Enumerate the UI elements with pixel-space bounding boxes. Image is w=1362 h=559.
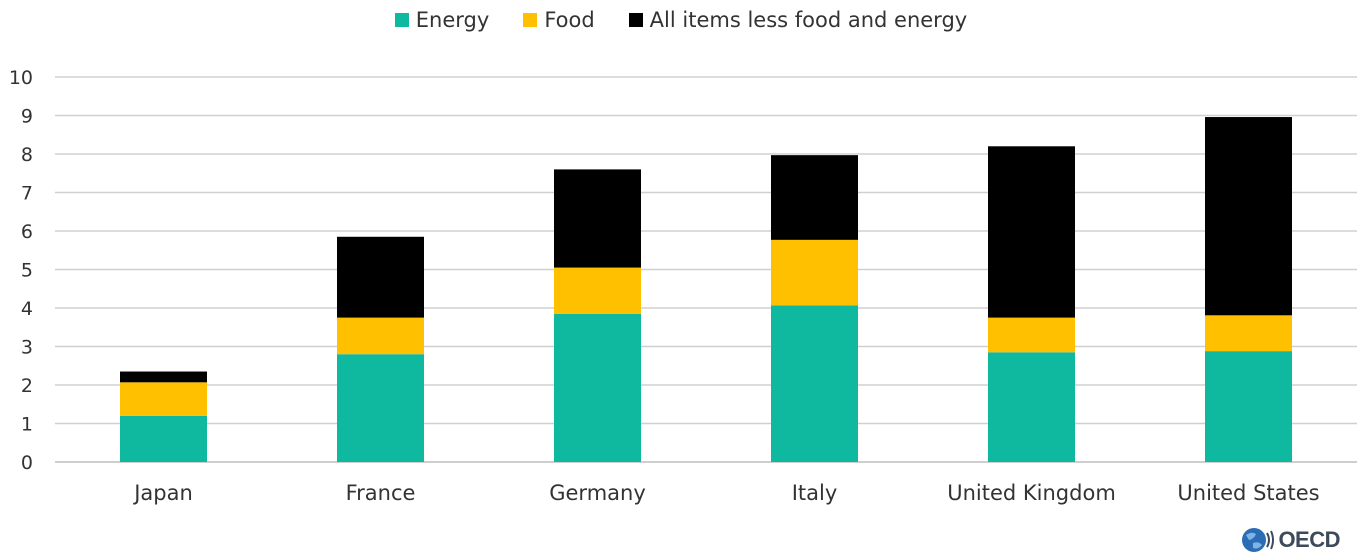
- bar-segment-japan-0: [120, 415, 207, 462]
- x-tick-label: France: [346, 481, 416, 505]
- bar-segment-germany-1: [554, 267, 641, 314]
- x-tick-label: Germany: [549, 481, 646, 505]
- bar-segment-france-2: [337, 236, 424, 318]
- bar-segment-united-states-2: [1205, 117, 1292, 316]
- chart-legend: Energy Food All items less food and ener…: [0, 8, 1362, 32]
- oecd-logo: OECD: [1241, 525, 1340, 555]
- legend-swatch-food: [523, 13, 538, 27]
- bar-segment-italy-0: [771, 305, 858, 462]
- y-tick-label: 10: [9, 67, 33, 89]
- y-tick-label: 1: [21, 414, 33, 436]
- legend-swatch-energy: [394, 13, 409, 27]
- bar-segment-germany-0: [554, 313, 641, 462]
- legend-item-energy: Energy: [394, 8, 490, 32]
- gridlines: [55, 76, 1357, 463]
- y-tick-label: 0: [21, 452, 33, 474]
- legend-label-core: All items less food and energy: [649, 8, 968, 32]
- bar-segment-united-kingdom-2: [988, 146, 1075, 318]
- bar-segment-united-kingdom-0: [988, 352, 1075, 462]
- y-tick-label: 4: [21, 298, 33, 320]
- y-axis-ticks: 0 1 2 3 4 5 6 7 8 9 10: [9, 67, 33, 474]
- x-tick-label: United Kingdom: [947, 481, 1116, 505]
- bar-segment-japan-1: [120, 382, 207, 416]
- x-axis-ticks: Japan France Germany Italy United Kingdom Uni…: [132, 481, 1319, 505]
- bar-segment-japan-2: [120, 371, 207, 383]
- y-tick-label: 7: [21, 183, 33, 205]
- bar-segment-united-states-1: [1205, 315, 1292, 352]
- bar-segment-germany-2: [554, 169, 641, 268]
- bar-segment-italy-1: [771, 239, 858, 306]
- y-tick-label: 5: [21, 260, 33, 282]
- y-tick-label: 9: [21, 106, 33, 128]
- globe-icon: [1242, 528, 1275, 552]
- bar-segment-france-0: [337, 354, 424, 462]
- legend-item-core: All items less food and energy: [628, 8, 968, 32]
- bars: [120, 117, 1292, 462]
- bar-segment-united-kingdom-1: [988, 317, 1075, 353]
- y-tick-label: 2: [21, 375, 33, 397]
- bar-segment-italy-2: [771, 155, 858, 240]
- bar-segment-united-states-0: [1205, 351, 1292, 462]
- x-tick-label: United States: [1177, 481, 1319, 505]
- y-tick-label: 8: [21, 144, 33, 166]
- logo-text: OECD: [1278, 527, 1340, 552]
- legend-label-food: Food: [544, 8, 595, 32]
- y-tick-label: 3: [21, 337, 33, 359]
- y-tick-label: 6: [21, 221, 33, 243]
- legend-swatch-core: [628, 13, 643, 27]
- legend-label-energy: Energy: [415, 8, 490, 32]
- x-tick-label: Japan: [132, 481, 193, 505]
- legend-item-food: Food: [523, 8, 595, 32]
- x-tick-label: Italy: [792, 481, 838, 505]
- bar-segment-france-1: [337, 317, 424, 355]
